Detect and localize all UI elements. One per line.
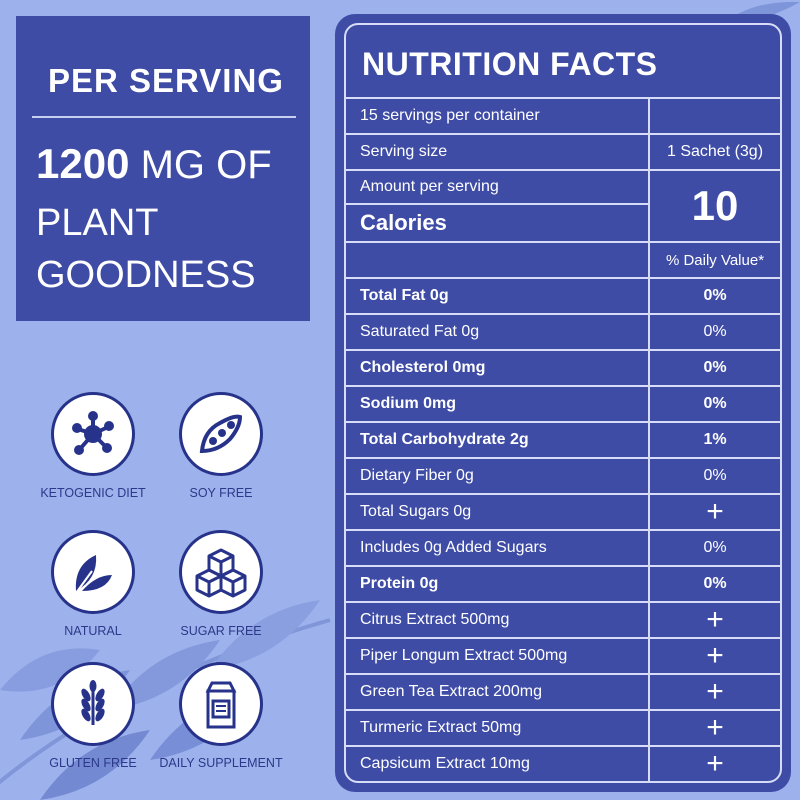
nutrient-name: Saturated Fat 0g	[346, 315, 650, 349]
nutrient-row: Cholesterol 0mg 0%	[346, 349, 780, 385]
nutrient-daily-value: 1%	[703, 431, 727, 448]
nutrient-row: Green Tea Extract 200mg +	[346, 673, 780, 709]
feature-label: NATURAL	[64, 624, 122, 638]
plus-icon: +	[706, 603, 724, 636]
nutrient-name: Turmeric Extract 50mg	[346, 711, 650, 745]
feature-label: DAILY SUPPLEMENT	[159, 756, 283, 770]
nutrient-name: Piper Longum Extract 500mg	[346, 639, 650, 673]
per-serving-heading: PER SERVING	[48, 62, 284, 99]
plus-icon: +	[706, 675, 724, 708]
nutrient-row: Sodium 0mg 0%	[346, 385, 780, 421]
feature-label: SOY FREE	[189, 486, 253, 500]
nutrient-row: Citrus Extract 500mg +	[346, 601, 780, 637]
nutrient-daily-value: 0%	[703, 575, 727, 592]
serving-amount-number: 1200	[36, 140, 130, 187]
nutrient-daily-value: 0%	[703, 323, 727, 340]
feature-label: GLUTEN FREE	[49, 756, 137, 770]
nutrient-row: Total Fat 0g 0%	[346, 277, 780, 313]
feature-soy-free: SOY FREE	[146, 392, 296, 501]
nutrient-rows: Total Fat 0g 0% Saturated Fat 0g 0% Choleste…	[346, 277, 780, 781]
nutrient-name: Green Tea Extract 200mg	[346, 675, 650, 709]
servings-value	[650, 99, 780, 133]
leaf-icon	[51, 530, 135, 614]
nutrition-facts-panel: NUTRITION FACTS 15 servings per containe…	[335, 14, 791, 792]
nutrient-name: Dietary Fiber 0g	[346, 459, 650, 493]
molecule-icon	[51, 392, 135, 476]
nutrition-facts-title: NUTRITION FACTS	[362, 46, 658, 82]
wheat-icon	[51, 662, 135, 746]
nutrient-name: Citrus Extract 500mg	[346, 603, 650, 637]
nutrient-name: Includes 0g Added Sugars	[346, 531, 650, 565]
serving-tagline: PLANT GOODNESS	[32, 197, 294, 301]
plus-icon: +	[706, 639, 724, 672]
serving-tagline-line2: GOODNESS	[36, 254, 256, 296]
sugar-cubes-icon	[179, 530, 263, 614]
serving-size-value: 1 Sachet (3g)	[666, 143, 764, 160]
nutrient-name: Total Carbohydrate 2g	[346, 423, 650, 457]
feature-sugar-free: SUGAR FREE	[146, 530, 296, 639]
nutrition-facts-table: NUTRITION FACTS 15 servings per containe…	[344, 23, 782, 783]
serving-size-row: Serving size 1 Sachet (3g)	[346, 133, 780, 169]
servings-row: 15 servings per container	[346, 97, 780, 133]
feature-natural: NATURAL	[18, 530, 168, 639]
nutrient-row: Includes 0g Added Sugars 0%	[346, 529, 780, 565]
nutrient-name: Sodium 0mg	[346, 387, 650, 421]
nutrient-name: Capsicum Extract 10mg	[346, 747, 650, 781]
daily-value-header: % Daily Value*	[665, 251, 765, 269]
nutrient-name: Cholesterol 0mg	[346, 351, 650, 385]
serving-amount: 1200 MG OF	[32, 140, 294, 189]
nutrient-row: Capsicum Extract 10mg +	[346, 745, 780, 781]
feature-label: SUGAR FREE	[180, 624, 262, 638]
nutrient-daily-value: 0%	[703, 539, 727, 556]
soybean-icon	[179, 392, 263, 476]
feature-gluten-free: GLUTEN FREE	[18, 662, 168, 771]
calories-block: Amount per serving Calories 10	[346, 169, 780, 241]
serving-amount-unit: MG OF	[140, 143, 272, 187]
nutrient-daily-value: 0%	[703, 467, 727, 484]
nutrient-row: Total Carbohydrate 2g 1%	[346, 421, 780, 457]
nutrient-row: Total Sugars 0g +	[346, 493, 780, 529]
feature-label: KETOGENIC DIET	[40, 486, 146, 500]
serving-tagline-line1: PLANT	[36, 202, 159, 244]
plus-icon: +	[706, 747, 724, 780]
calories-value: 10	[691, 182, 739, 229]
nutrient-row: Piper Longum Extract 500mg +	[346, 637, 780, 673]
nutrient-row: Saturated Fat 0g 0%	[346, 313, 780, 349]
feature-ketogenic-diet: KETOGENIC DIET	[18, 392, 168, 501]
nutrient-row: Turmeric Extract 50mg +	[346, 709, 780, 745]
nutrient-daily-value: 0%	[703, 359, 727, 376]
serving-size-label: Serving size	[346, 135, 650, 169]
daily-value-header-row: % Daily Value*	[346, 241, 780, 277]
nutrient-name: Total Fat 0g	[346, 279, 650, 313]
plus-icon: +	[706, 495, 724, 528]
amount-per-serving: Amount per serving	[346, 171, 648, 205]
nutrient-row: Dietary Fiber 0g 0%	[346, 457, 780, 493]
nutrient-name: Protein 0g	[346, 567, 650, 601]
nutrient-daily-value: 0%	[703, 287, 727, 304]
servings-per-container: 15 servings per container	[346, 99, 650, 133]
plus-icon: +	[706, 711, 724, 744]
nutrient-name: Total Sugars 0g	[346, 495, 650, 529]
nutrient-daily-value: 0%	[703, 395, 727, 412]
supplement-box-icon	[179, 662, 263, 746]
feature-daily-supplement: DAILY SUPPLEMENT	[146, 662, 296, 771]
calories-label: Calories	[360, 210, 447, 235]
divider	[32, 116, 296, 118]
per-serving-panel: PER SERVING 1200 MG OF PLANT GOODNESS	[16, 16, 310, 321]
nutrient-row: Protein 0g 0%	[346, 565, 780, 601]
daily-value-spacer	[346, 243, 650, 277]
